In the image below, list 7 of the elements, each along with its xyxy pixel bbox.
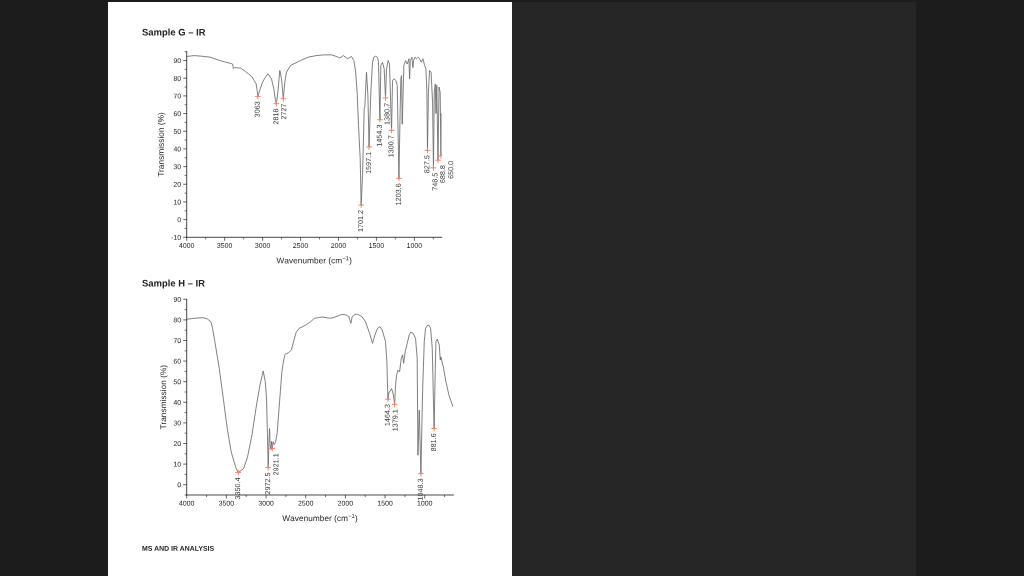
y-axis-title: Transmission (%) (160, 365, 168, 430)
x-axis-title: Wavenumber (cm$^{−1}$) (276, 256, 352, 266)
chart-title: Sample G – IR (142, 28, 206, 38)
x-axis-title: Wavenumber (cm$^{−1}$) (282, 513, 358, 523)
chart-title: Sample H – IR (142, 279, 205, 289)
y-axis-title: Transmission (%) (157, 112, 166, 177)
line-series (186, 313, 454, 474)
